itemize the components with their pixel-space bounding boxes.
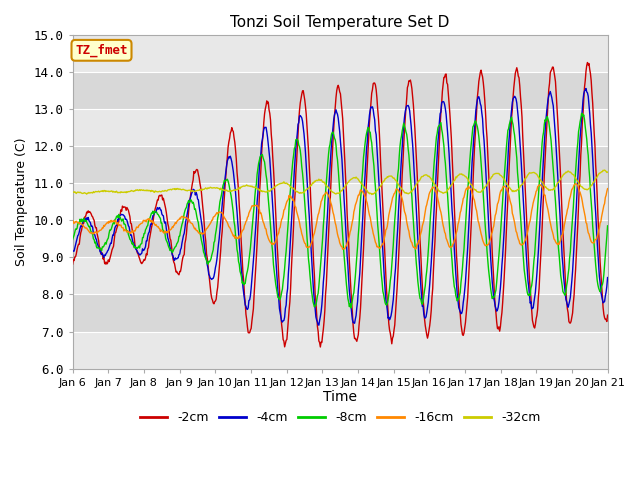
- Text: TZ_fmet: TZ_fmet: [76, 44, 128, 57]
- Bar: [72, 332, 607, 369]
- Bar: [72, 183, 607, 220]
- Y-axis label: Soil Temperature (C): Soil Temperature (C): [15, 138, 28, 266]
- Bar: [72, 146, 607, 183]
- Bar: [72, 109, 607, 146]
- Bar: [72, 257, 607, 295]
- X-axis label: Time: Time: [323, 390, 357, 404]
- Title: Tonzi Soil Temperature Set D: Tonzi Soil Temperature Set D: [230, 15, 450, 30]
- Bar: [72, 220, 607, 257]
- Bar: [72, 36, 607, 72]
- Bar: [72, 295, 607, 332]
- Bar: [72, 72, 607, 109]
- Legend: -2cm, -4cm, -8cm, -16cm, -32cm: -2cm, -4cm, -8cm, -16cm, -32cm: [134, 406, 545, 429]
